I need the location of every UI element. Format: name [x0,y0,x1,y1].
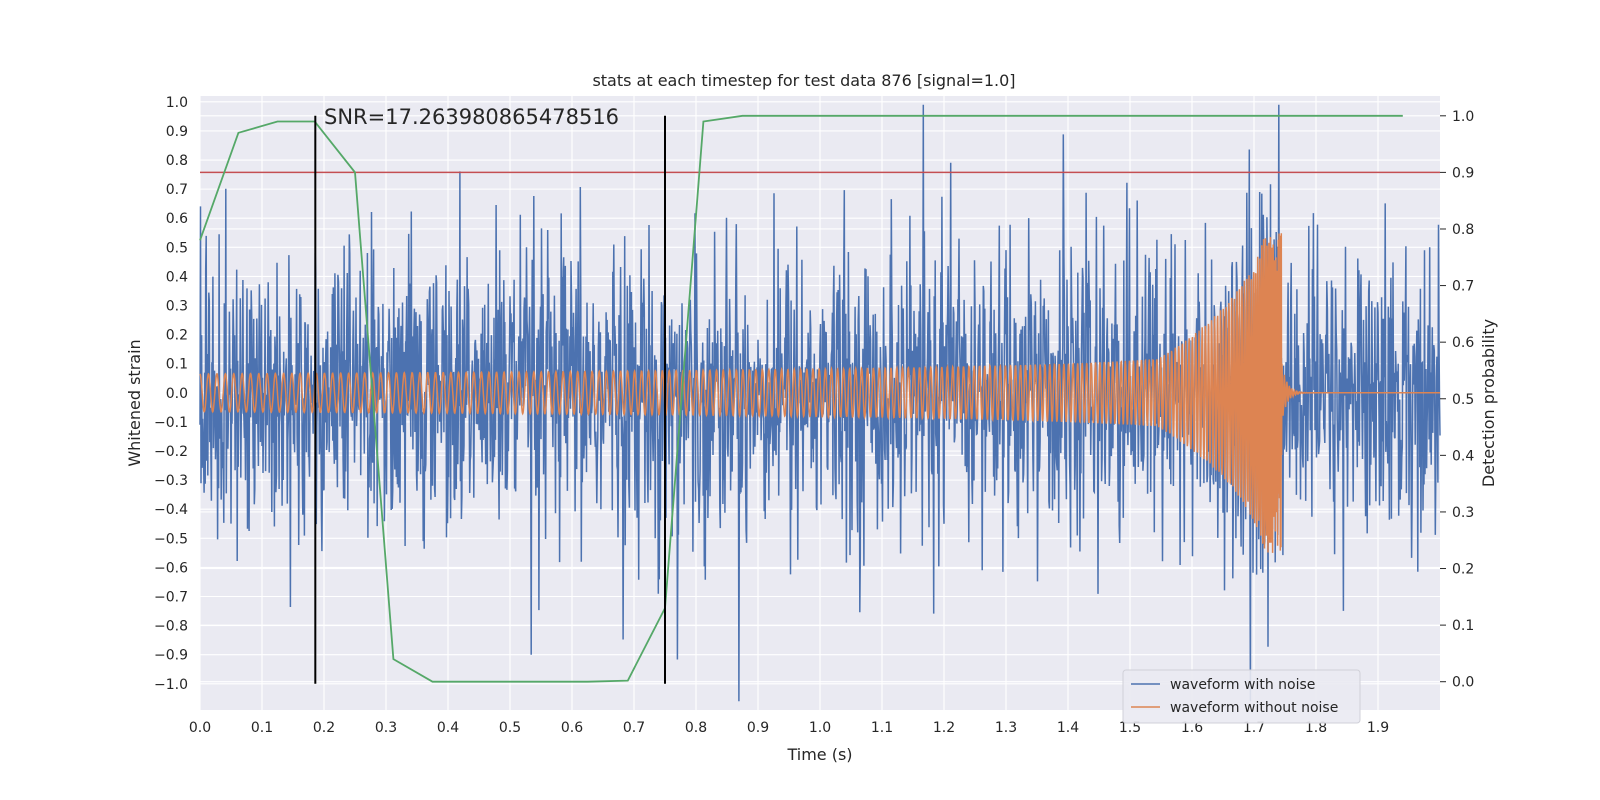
y-tick-label: −0.5 [154,531,188,547]
y-tick-label: −0.2 [154,444,188,460]
x-tick-label: 0.6 [561,720,583,736]
x-tick-label: 1.7 [1243,720,1265,736]
y2-tick-label: 0.9 [1452,165,1474,181]
y-tick-label: 0.3 [166,299,188,315]
x-tick-label: 0.7 [623,720,645,736]
x-tick-label: 0.0 [189,720,211,736]
y2-tick-label: 0.6 [1452,335,1474,351]
x-tick-label: 0.3 [375,720,397,736]
y-tick-label: −0.4 [154,502,188,518]
y-tick-label: 1.0 [166,95,188,111]
x-tick-label: 1.6 [1181,720,1203,736]
chart-title: stats at each timestep for test data 876… [592,71,1015,90]
y-tick-label: 0.0 [166,386,188,402]
legend: waveform with noise waveform without noi… [1122,669,1361,724]
y2-tick-label: 0.8 [1452,222,1474,238]
y2-tick-label: 0.5 [1452,392,1474,408]
x-tick-label: 0.1 [251,720,273,736]
axis-ticks: 0.0 0.1 0.2 0.3 0.4 0.5 0.6 0.7 0.8 0.9 1.0 1.1 1.2 1… [154,95,1474,736]
y-tick-label: −0.9 [154,648,188,664]
x-tick-label: 0.2 [313,720,335,736]
x-tick-label: 0.8 [685,720,707,736]
x-tick-label: 1.4 [1057,720,1079,736]
x-axis-label: Time (s) [786,745,852,764]
y2-tick-label: 1.0 [1452,109,1474,125]
x-tick-label: 1.8 [1305,720,1327,736]
y-tick-label: 0.8 [166,153,188,169]
y-tick-label: 0.6 [166,211,188,227]
y-tick-label: −0.1 [154,415,188,431]
y2-tick-label: 0.4 [1452,448,1474,464]
y2-axis-label: Detection probability [1479,319,1498,487]
x-tick-label: 1.0 [809,720,831,736]
y-tick-label: −0.7 [154,590,188,606]
y2-tick-label: 0.2 [1452,562,1474,578]
y-tick-label: 0.2 [166,328,188,344]
plot-area [199,104,1441,702]
y-tick-label: −0.8 [154,619,188,635]
series-waveform-with-noise [199,104,1441,702]
y-axis-label: Whitened strain [125,339,144,466]
y-tick-label: −0.3 [154,473,188,489]
y-tick-label: 0.5 [166,240,188,256]
legend-label-clean: waveform without noise [1170,700,1338,716]
series-detection-probability [199,114,1403,683]
y-tick-label: −1.0 [154,677,188,693]
y-tick-label: −0.6 [154,560,188,576]
y-tick-label: 0.7 [166,182,188,198]
legend-label-noise: waveform with noise [1170,677,1315,693]
x-tick-label: 0.4 [437,720,459,736]
y-tick-label: 0.4 [166,269,188,285]
x-tick-label: 1.5 [1119,720,1141,736]
x-tick-label: 0.5 [499,720,521,736]
x-tick-label: 1.9 [1367,720,1389,736]
y2-tick-label: 0.7 [1452,279,1474,295]
x-tick-label: 1.3 [995,720,1017,736]
legend-box [1122,669,1361,724]
x-tick-label: 0.9 [747,720,769,736]
x-tick-label: 1.2 [933,720,955,736]
y2-tick-label: 0.3 [1452,505,1474,521]
y-tick-label: 0.9 [166,124,188,140]
y-tick-label: 0.1 [166,357,188,373]
y2-tick-label: 0.0 [1452,675,1474,691]
y2-tick-label: 0.1 [1452,618,1474,634]
series-waveform-without-noise [199,233,1440,553]
snr-annotation: SNR=17.263980865478516 [324,105,619,129]
x-tick-label: 1.1 [871,720,893,736]
